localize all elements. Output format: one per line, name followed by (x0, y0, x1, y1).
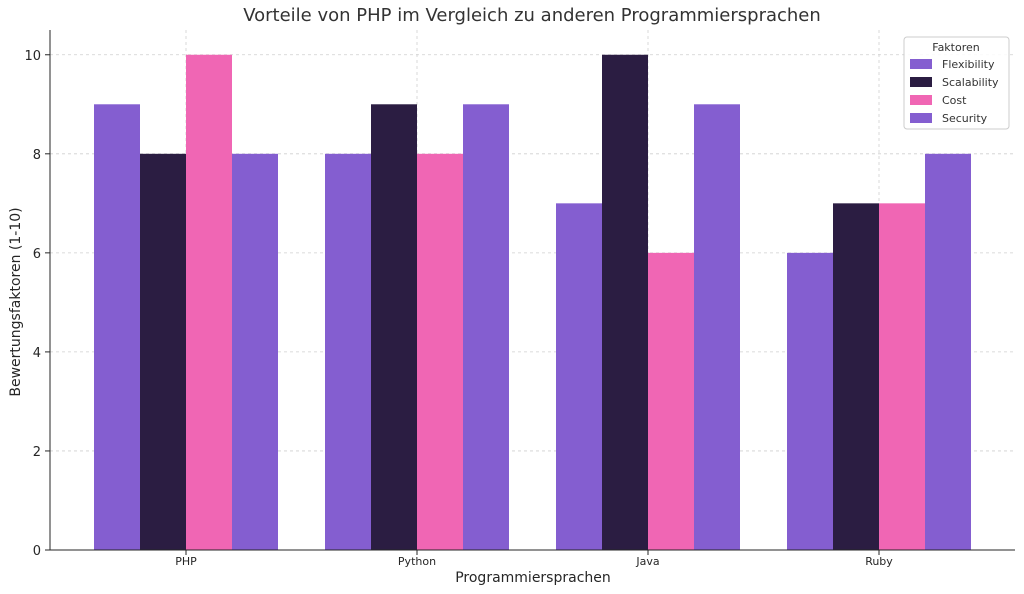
legend-swatch-scalability (910, 77, 932, 87)
ticks: 0 2 4 6 8 10 PHP Python Java Ruby (24, 49, 893, 568)
legend-label-cost: Cost (942, 94, 967, 107)
legend-label-flexibility: Flexibility (942, 58, 995, 71)
x-tick-label: Java (635, 555, 659, 568)
x-axis-label: Programmiersprachen (455, 570, 611, 586)
bar-flexibility-java (556, 203, 602, 551)
bar-security-java (694, 104, 740, 551)
y-tick-label: 0 (33, 544, 41, 559)
legend-swatch-flexibility (910, 59, 932, 69)
bar-security-ruby (925, 153, 971, 551)
chart-title: Vorteile von PHP im Vergleich zu anderen… (243, 5, 821, 26)
bar-flexibility-ruby (787, 252, 833, 550)
x-tick-label: Python (398, 555, 436, 568)
x-tick-label: Ruby (865, 555, 893, 568)
bar-security-php (232, 153, 278, 551)
bar-flexibility-php (94, 104, 140, 551)
bar-cost-java (648, 252, 694, 550)
bar-cost-python (417, 153, 463, 551)
bar-security-python (463, 104, 509, 551)
bar-flexibility-python (325, 153, 371, 551)
legend: Faktoren Flexibility Scalability Cost Secur… (903, 36, 1010, 130)
y-axis-label: Bewertungsfaktoren (1-10) (8, 207, 24, 396)
bar-scalability-python (371, 104, 417, 551)
bar-cost-php (186, 54, 232, 551)
x-tick-label: PHP (175, 555, 197, 568)
bars (94, 54, 971, 551)
legend-label-security: Security (942, 112, 988, 125)
legend-swatch-security (910, 113, 932, 123)
y-tick-label: 2 (33, 445, 41, 460)
y-tick-label: 4 (33, 346, 41, 361)
legend-label-scalability: Scalability (942, 76, 999, 89)
bar-cost-ruby (879, 203, 925, 551)
y-tick-label: 8 (33, 148, 41, 163)
y-tick-label: 6 (33, 247, 41, 262)
y-tick-label: 10 (24, 49, 41, 64)
legend-title: Faktoren (932, 41, 980, 54)
axes (49, 30, 1015, 551)
bar-scalability-php (140, 153, 186, 551)
bar-scalability-ruby (833, 203, 879, 551)
legend-swatch-cost (910, 95, 932, 105)
bar-scalability-java (602, 54, 648, 551)
